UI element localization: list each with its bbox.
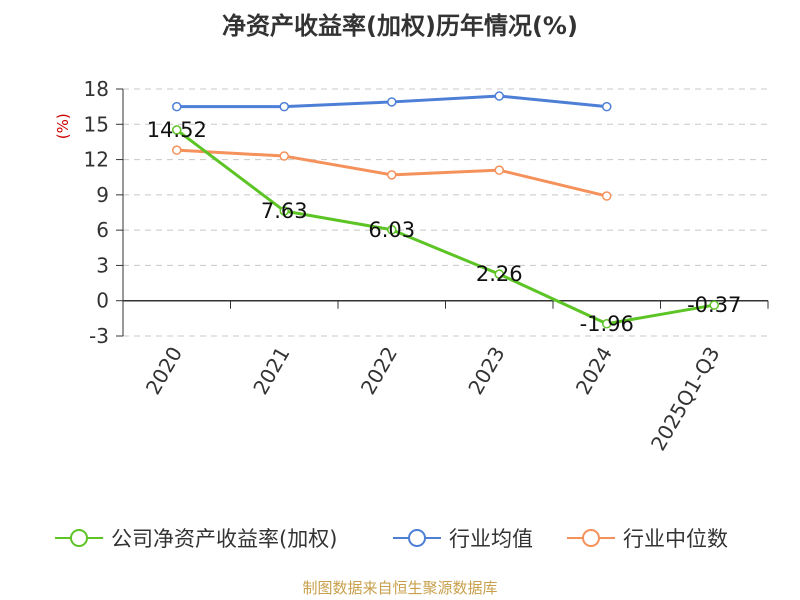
legend: 公司净资产收益率(加权) 行业均值 行业中位数 bbox=[0, 520, 800, 556]
x-tick-label: 2022 bbox=[356, 343, 402, 399]
y-tick-label: -3 bbox=[89, 324, 109, 348]
legend-label-company: 公司净资产收益率(加权) bbox=[111, 527, 338, 551]
data-source-note: 制图数据来自恒生聚源数据库 bbox=[302, 579, 498, 597]
x-tick-label: 2020 bbox=[141, 343, 187, 399]
data-point-0 bbox=[387, 225, 397, 235]
y-tick-label: 15 bbox=[84, 112, 109, 136]
x-tick-label: 2025Q1-Q3 bbox=[646, 343, 725, 455]
y-axis-label: (%) bbox=[54, 113, 72, 139]
y-tick-label: 18 bbox=[84, 77, 109, 101]
data-point-2 bbox=[172, 145, 182, 155]
data-label: 6.03 bbox=[368, 218, 415, 242]
data-label: -0.37 bbox=[687, 293, 741, 317]
y-tick-label: 6 bbox=[96, 218, 109, 242]
legend-item-company[interactable]: 公司净资产收益率(加权) bbox=[55, 520, 337, 556]
data-point-0 bbox=[602, 319, 612, 329]
legend-item-industry-median[interactable]: 行业中位数 bbox=[567, 520, 728, 556]
data-point-1 bbox=[494, 91, 504, 101]
data-point-1 bbox=[172, 101, 182, 112]
data-label: 2.26 bbox=[476, 262, 523, 286]
data-point-0 bbox=[494, 269, 504, 279]
y-tick-label: 12 bbox=[84, 148, 109, 172]
data-label: -1.96 bbox=[580, 312, 634, 336]
data-point-0 bbox=[709, 300, 719, 310]
data-point-1 bbox=[602, 101, 612, 112]
legend-swatch-industry-median bbox=[567, 529, 615, 547]
x-tick-label: 2021 bbox=[248, 343, 294, 399]
data-label: 7.63 bbox=[261, 199, 308, 223]
y-tick-label: 0 bbox=[96, 289, 109, 313]
y-tick-label: 9 bbox=[96, 183, 109, 207]
x-tick-label: 2023 bbox=[463, 343, 509, 399]
data-point-1 bbox=[279, 101, 289, 112]
data-point-0 bbox=[279, 206, 289, 216]
data-point-2 bbox=[602, 191, 612, 201]
x-tick-label: 2024 bbox=[571, 343, 617, 399]
data-point-2 bbox=[387, 170, 397, 180]
y-tick-label: 3 bbox=[96, 253, 109, 277]
legend-item-industry-mean[interactable]: 行业均值 bbox=[393, 520, 533, 556]
legend-label-industry-median: 行业中位数 bbox=[623, 527, 728, 551]
data-point-2 bbox=[279, 151, 289, 161]
legend-swatch-industry-mean bbox=[393, 529, 441, 547]
series-line-0 bbox=[175, 128, 715, 326]
chart-title: 净资产收益率(加权)历年情况(%) bbox=[222, 12, 578, 40]
data-point-2 bbox=[494, 165, 504, 175]
legend-swatch-company bbox=[55, 529, 103, 547]
data-point-1 bbox=[387, 97, 397, 107]
legend-label-industry-mean: 行业均值 bbox=[449, 527, 533, 551]
data-point-0 bbox=[172, 125, 182, 135]
data-label: 14.52 bbox=[147, 118, 207, 142]
